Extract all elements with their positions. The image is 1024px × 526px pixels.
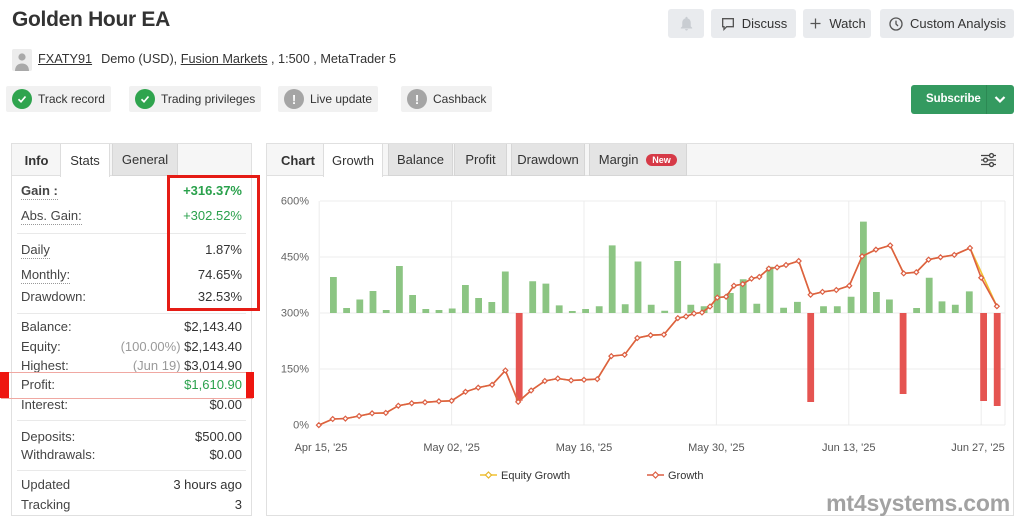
- svg-text:600%: 600%: [281, 196, 309, 208]
- svg-text:May 16, '25: May 16, '25: [556, 442, 613, 454]
- svg-text:300%: 300%: [281, 308, 309, 320]
- svg-text:150%: 150%: [281, 364, 309, 376]
- svg-text:Growth: Growth: [668, 470, 703, 482]
- svg-text:Equity Growth: Equity Growth: [501, 470, 570, 482]
- svg-text:Apr 15, '25: Apr 15, '25: [295, 442, 348, 454]
- svg-text:450%: 450%: [281, 252, 309, 264]
- svg-text:mt4systems.com: mt4systems.com: [826, 490, 1010, 516]
- svg-text:0%: 0%: [293, 420, 309, 432]
- svg-text:May 02, '25: May 02, '25: [423, 442, 480, 454]
- svg-text:Jun 27, '25: Jun 27, '25: [951, 442, 1004, 454]
- svg-text:Jun 13, '25: Jun 13, '25: [822, 442, 875, 454]
- svg-text:May 30, '25: May 30, '25: [688, 442, 745, 454]
